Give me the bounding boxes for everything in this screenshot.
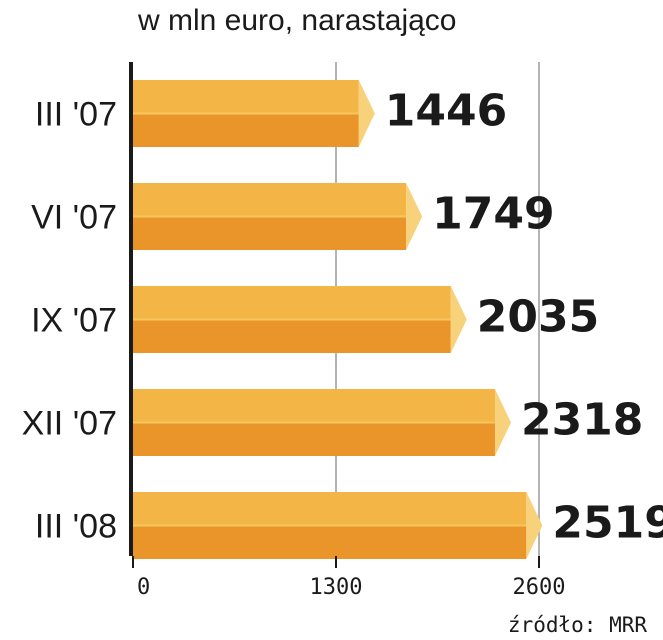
x-axis-ticks: 0 1300 2600 bbox=[132, 556, 566, 600]
bar-cap bbox=[358, 80, 375, 147]
x-tick-label: 1300 bbox=[310, 575, 363, 600]
bar-cap bbox=[406, 183, 423, 250]
bar-cap bbox=[450, 286, 467, 353]
category-label: VI '07 bbox=[31, 199, 117, 237]
bar-cap bbox=[526, 492, 543, 559]
category-label: III '07 bbox=[35, 96, 117, 134]
bar-top-face bbox=[133, 183, 407, 217]
category-label: III '08 bbox=[35, 508, 117, 546]
bar-top-face bbox=[133, 286, 451, 320]
bar-row: IX '07 2035 bbox=[31, 286, 599, 353]
bar-row: VI '07 1749 bbox=[31, 183, 555, 250]
chart-title: w mln euro, narastająco bbox=[137, 4, 457, 37]
bar-bottom-face bbox=[133, 319, 451, 353]
bar-bottom-face bbox=[133, 422, 495, 456]
category-label: XII '07 bbox=[22, 405, 117, 443]
value-label: 2035 bbox=[477, 292, 599, 343]
x-tick-label: 2600 bbox=[513, 575, 566, 600]
bar-row: III '08 2519 bbox=[35, 492, 663, 559]
bar-top-face bbox=[133, 80, 359, 114]
value-label: 2318 bbox=[521, 395, 643, 446]
bar-top-face bbox=[133, 492, 527, 526]
bar-bottom-face bbox=[133, 525, 527, 559]
bar-row: III '07 1446 bbox=[35, 80, 507, 147]
category-label: IX '07 bbox=[31, 302, 117, 340]
value-label: 2519 bbox=[552, 498, 663, 549]
bar-bottom-face bbox=[133, 216, 407, 250]
value-label: 1446 bbox=[385, 86, 507, 137]
value-label: 1749 bbox=[432, 189, 554, 240]
bar-top-face bbox=[133, 389, 495, 423]
bars-group: III '07 1446 VI '07 1749 IX '07 2035 XII '07 23… bbox=[22, 80, 663, 559]
x-tick-label: 0 bbox=[137, 575, 150, 600]
source-note: źródło: MRR bbox=[508, 613, 647, 637]
bar-bottom-face bbox=[133, 113, 359, 147]
bar-row: XII '07 2318 bbox=[22, 389, 643, 456]
bar-cap bbox=[494, 389, 511, 456]
